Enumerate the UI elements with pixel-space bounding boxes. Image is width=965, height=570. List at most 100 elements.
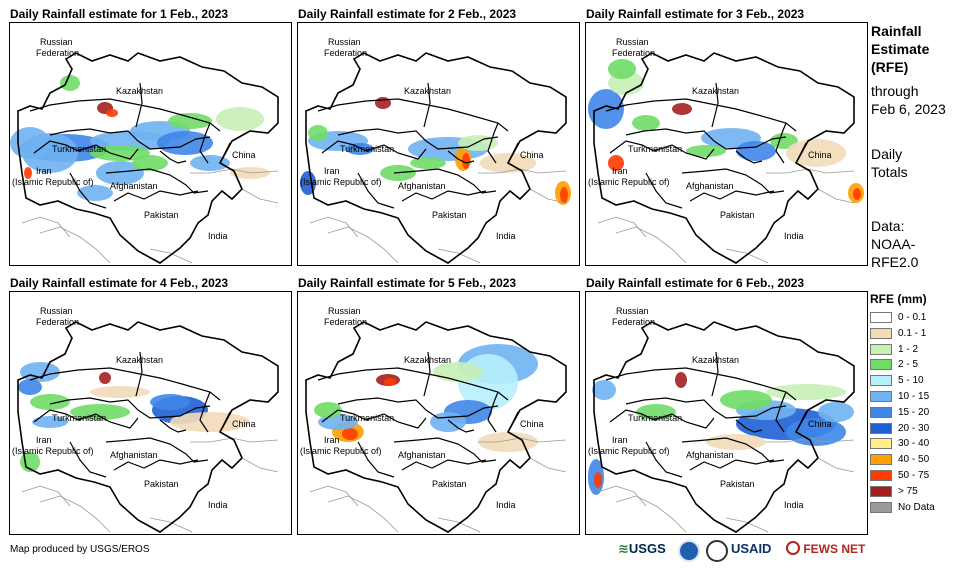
country-border bbox=[423, 351, 431, 397]
legend-swatch bbox=[870, 422, 892, 434]
rainfall-patch bbox=[608, 59, 636, 79]
country-border bbox=[199, 391, 211, 433]
legend-swatch bbox=[870, 327, 892, 339]
country-border bbox=[317, 367, 509, 401]
country-border bbox=[135, 351, 143, 397]
rainfall-patch bbox=[32, 416, 68, 428]
legend-item: 5 - 10 bbox=[870, 374, 960, 388]
legend-item: 20 - 30 bbox=[870, 422, 960, 436]
country-border bbox=[681, 437, 785, 463]
country-label-iran_2: (Islamic Republic of) bbox=[300, 177, 382, 187]
legend-title: RFE (mm) bbox=[870, 292, 927, 306]
region-outline bbox=[17, 52, 279, 264]
rainfall-patch bbox=[672, 103, 692, 115]
country-border bbox=[77, 413, 139, 429]
legend-swatch bbox=[870, 406, 892, 418]
neighbor-border bbox=[39, 495, 111, 533]
side-title-line-1: Rainfall bbox=[871, 23, 922, 39]
country-border bbox=[605, 98, 797, 132]
legend-label: 20 - 30 bbox=[898, 422, 930, 434]
country-label-russia_1: Russian bbox=[40, 37, 73, 47]
legend-label: 0.1 - 1 bbox=[898, 327, 927, 339]
country-border bbox=[29, 98, 221, 132]
panel-title-4: Daily Rainfall estimate for 4 Feb., 2023 bbox=[10, 276, 229, 290]
country-label-russia_2: Federation bbox=[324, 48, 367, 58]
neighbor-border bbox=[241, 188, 279, 204]
country-border bbox=[321, 409, 367, 423]
legend-swatch bbox=[870, 470, 892, 481]
country-label-iran_2: (Islamic Republic of) bbox=[300, 446, 382, 456]
country-border bbox=[681, 168, 785, 194]
rainfall-patch bbox=[384, 378, 396, 386]
country-border bbox=[113, 190, 199, 202]
neighbor-border bbox=[817, 457, 855, 473]
region-outline bbox=[305, 52, 567, 264]
country-label-kazakhstan: Kazakhstan bbox=[404, 86, 451, 96]
country-label-turkmenistan: Turkmenistan bbox=[52, 413, 106, 423]
country-label-india: India bbox=[208, 500, 228, 510]
neighbor-border bbox=[149, 248, 193, 264]
country-label-turkmenistan: Turkmenistan bbox=[340, 413, 394, 423]
legend-swatch bbox=[870, 312, 892, 323]
country-label-turkmenistan: Turkmenistan bbox=[52, 144, 106, 154]
legend-swatch bbox=[870, 343, 892, 355]
legend-label: 40 - 50 bbox=[898, 454, 930, 466]
rainfall-patch bbox=[433, 362, 483, 382]
country-border bbox=[653, 144, 715, 160]
legend-label: 1 - 2 bbox=[898, 343, 919, 355]
country-label-pakistan: Pakistan bbox=[432, 479, 467, 489]
legend-item: 15 - 20 bbox=[870, 406, 960, 420]
rainfall-patch bbox=[686, 145, 726, 157]
country-label-iran_1: Iran bbox=[36, 166, 52, 176]
country-border bbox=[105, 437, 209, 463]
side-data-2: NOAA- bbox=[871, 236, 916, 252]
country-border bbox=[159, 150, 187, 164]
rainfall-patch bbox=[20, 362, 60, 382]
rainfall-map-3: Russian Federation Kazakhstan Turkmenistan I… bbox=[585, 22, 868, 266]
country-label-russia_2: Federation bbox=[612, 48, 655, 58]
rainfall-patch bbox=[592, 380, 616, 400]
rainfall-patch bbox=[853, 188, 861, 200]
country-label-russia_2: Federation bbox=[612, 317, 655, 327]
rainfall-patch bbox=[766, 384, 846, 400]
rainfall-patch bbox=[77, 185, 113, 201]
country-border bbox=[219, 142, 231, 164]
rainfall-patch bbox=[314, 402, 342, 418]
rainfall-patch bbox=[132, 155, 168, 171]
country-border bbox=[365, 144, 427, 160]
country-border bbox=[507, 142, 519, 164]
region-outline bbox=[17, 321, 279, 533]
country-label-kazakhstan: Kazakhstan bbox=[692, 355, 739, 365]
legend-swatch bbox=[870, 375, 892, 387]
country-border bbox=[105, 168, 209, 194]
country-border bbox=[69, 172, 107, 209]
usgs-wave-icon: ≋ bbox=[618, 541, 629, 556]
rainfall-patch bbox=[706, 434, 766, 450]
rainfall-patch bbox=[106, 109, 118, 117]
country-label-india: India bbox=[496, 500, 516, 510]
neighbor-border bbox=[309, 485, 359, 507]
rainfall-map-2: Russian Federation Kazakhstan Turkmenistan I… bbox=[297, 22, 580, 266]
country-label-china: China bbox=[232, 150, 256, 160]
country-label-china: China bbox=[232, 419, 256, 429]
neighbor-border bbox=[597, 485, 647, 507]
country-border bbox=[135, 82, 143, 128]
country-border bbox=[69, 441, 107, 478]
country-border bbox=[365, 413, 427, 429]
neighbor-border bbox=[241, 457, 279, 473]
legend-label: No Data bbox=[898, 501, 935, 513]
rainfall-patch bbox=[60, 75, 80, 91]
country-label-afghanistan: Afghanistan bbox=[686, 450, 734, 460]
usgs-logo: ≋USGS bbox=[618, 541, 666, 556]
country-border bbox=[711, 351, 719, 397]
country-border bbox=[49, 128, 211, 150]
neighbor-border bbox=[327, 226, 399, 264]
rainfall-patch bbox=[770, 133, 798, 149]
country-label-russia_1: Russian bbox=[328, 306, 361, 316]
country-label-afghanistan: Afghanistan bbox=[110, 181, 158, 191]
country-label-china: China bbox=[520, 150, 544, 160]
country-label-iran_2: (Islamic Republic of) bbox=[12, 177, 94, 187]
country-border bbox=[609, 140, 655, 154]
panel-title-6: Daily Rainfall estimate for 6 Feb., 2023 bbox=[586, 276, 805, 290]
country-border bbox=[625, 128, 787, 150]
